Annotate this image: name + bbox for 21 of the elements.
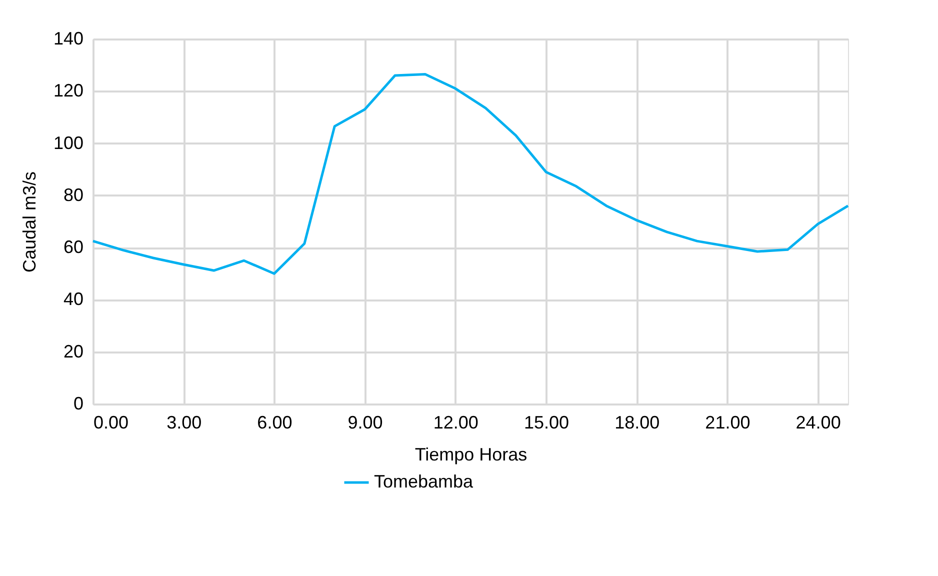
x-tick-label: 15.00 <box>524 412 570 432</box>
x-tick-label: 24.00 <box>796 412 841 432</box>
y-tick-label: 80 <box>63 184 84 205</box>
x-tick-label: 12.00 <box>433 412 478 432</box>
y-axis-title: Caudal m3/s <box>19 171 40 273</box>
legend-label: Tomebamba <box>374 472 474 492</box>
x-tick-label: 0.00 <box>94 412 129 432</box>
x-tick-label: 9.00 <box>348 412 383 432</box>
y-tick-label: 100 <box>53 132 84 153</box>
x-tick-label: 18.00 <box>614 412 660 432</box>
y-tick-label: 40 <box>63 289 84 310</box>
x-tick-label: 6.00 <box>257 412 292 432</box>
x-tick-label: 21.00 <box>705 412 750 432</box>
y-tick-label: 120 <box>53 80 84 101</box>
x-tick-label: 3.00 <box>166 412 202 432</box>
y-tick-label: 20 <box>63 341 84 362</box>
y-tick-label: 140 <box>53 28 84 48</box>
x-axis-title: Tiempo Horas <box>414 444 528 464</box>
y-tick-label: 60 <box>63 237 84 258</box>
line-series <box>92 72 850 275</box>
y-tick-label: 0 <box>73 394 84 414</box>
